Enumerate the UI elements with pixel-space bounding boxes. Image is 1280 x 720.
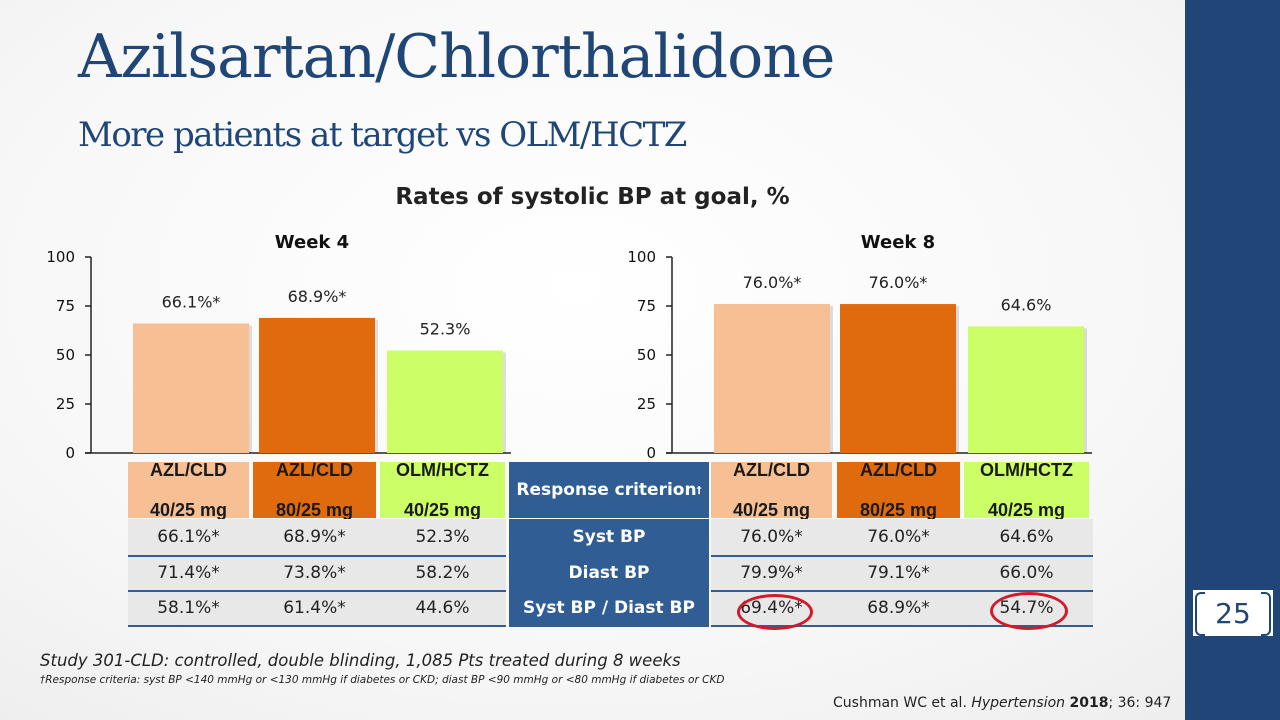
data-label: 68.9%* — [288, 287, 347, 306]
column-header-line: AZL/CLD — [150, 460, 227, 480]
page-number-box: 25 — [1193, 590, 1273, 636]
table-cell: 64.6% — [999, 527, 1054, 547]
y-tick-label: 25 — [637, 395, 656, 413]
reference: Cushman WC et al. Hypertension 2018; 36:… — [833, 695, 1171, 711]
row-divider — [128, 555, 506, 557]
page-number: 25 — [1215, 597, 1251, 630]
y-tick-label: 100 — [46, 248, 75, 266]
column-header-line: 40/25 mg — [987, 500, 1066, 520]
data-label: 66.1%* — [162, 292, 221, 311]
table-cell: 68.9%* — [283, 527, 346, 547]
slide-subtitle: More patients at target vs OLM/HCTZ — [78, 115, 687, 155]
bar — [133, 323, 249, 453]
table-cell: 79.1%* — [867, 563, 930, 583]
y-tick-label: 25 — [56, 395, 75, 413]
bar — [968, 326, 1084, 453]
column-header: AZL/CLD 40/25 mg — [711, 460, 832, 520]
data-label: 76.0%* — [869, 273, 928, 292]
y-tick-label: 75 — [637, 297, 656, 315]
table-body-background — [128, 519, 506, 627]
table-cell: 79.9%* — [740, 563, 803, 583]
ref-journal: Hypertension — [971, 695, 1066, 711]
y-tick-label: 0 — [646, 444, 656, 462]
column-header: AZL/CLD 80/25 mg — [253, 460, 376, 520]
row-divider — [711, 625, 1093, 627]
table-cell: 76.0%* — [740, 527, 803, 547]
highlight-circle — [990, 592, 1068, 630]
y-tick-label: 0 — [65, 444, 75, 462]
column-header-line: OLM/HCTZ — [980, 460, 1073, 480]
chart-title: Week 8 — [861, 232, 935, 253]
response-criteria-footnote: †Response criteria: syst BP <140 mmHg or… — [40, 674, 725, 686]
column-header: OLM/HCTZ 40/25 mg — [964, 460, 1089, 520]
row-divider — [711, 590, 1093, 592]
column-header: AZL/CLD 40/25 mg — [128, 460, 249, 520]
criterion-cell: Syst BP / Diast BP — [509, 590, 709, 626]
table-cell: 66.1%* — [157, 527, 220, 547]
data-label: 52.3% — [420, 319, 471, 338]
bar-charts: Week 4 0 25 50 75 100 66.1%* 68.9%* 52.3% Week 8 0… — [46, 232, 1092, 462]
column-header-line: AZL/CLD — [276, 460, 353, 480]
left-bracket-icon — [1195, 592, 1205, 636]
data-label: 64.6% — [1001, 295, 1052, 314]
column-header-line: OLM/HCTZ — [396, 460, 489, 480]
y-tick-label: 75 — [56, 297, 75, 315]
column-header-line: 40/25 mg — [732, 500, 811, 520]
y-tick-label: 100 — [627, 248, 656, 266]
column-header-line: 40/25 mg — [149, 500, 228, 520]
slide-title: Azilsartan/Chlorthalidone — [78, 22, 835, 92]
column-header-line: AZL/CLD — [733, 460, 810, 480]
column-header-line: 40/25 mg — [403, 500, 482, 520]
ref-rest: ; 36: 947 — [1108, 695, 1172, 711]
table-cell: 76.0%* — [867, 527, 930, 547]
bar — [714, 304, 830, 453]
table-cell: 44.6% — [415, 598, 470, 618]
column-header-line: 80/25 mg — [275, 500, 354, 520]
ref-year: 2018 — [1069, 695, 1109, 711]
highlight-circle — [737, 594, 813, 630]
table-cell: 73.8%* — [283, 563, 346, 583]
study-description: Study 301-CLD: controlled, double blindi… — [40, 651, 681, 670]
column-header: AZL/CLD 80/25 mg — [837, 460, 960, 520]
row-divider — [128, 625, 506, 627]
right-bracket-icon — [1261, 592, 1271, 636]
criterion-cell: Diast BP — [509, 555, 709, 591]
y-tick-label: 50 — [56, 346, 75, 364]
table-cell: 71.4%* — [157, 563, 220, 583]
row-divider — [711, 555, 1093, 557]
column-header: OLM/HCTZ 40/25 mg — [380, 460, 505, 520]
table-cell: 66.0% — [999, 563, 1054, 583]
row-divider — [128, 590, 506, 592]
criterion-cell: Syst BP — [509, 519, 709, 555]
bar — [387, 350, 503, 453]
table-cell: 58.1%* — [157, 598, 220, 618]
criterion-header-label: Response criterion — [516, 480, 697, 500]
table-cell: 58.2% — [415, 563, 470, 583]
chart-title: Week 4 — [275, 232, 349, 253]
y-tick-label: 50 — [637, 346, 656, 364]
table-cell: 61.4%* — [283, 598, 346, 618]
column-header-line: 80/25 mg — [859, 500, 938, 520]
table-cell: 68.9%* — [867, 598, 930, 618]
ref-authors: Cushman WC et al. — [833, 695, 972, 711]
criterion-header-mark: † — [696, 484, 702, 496]
column-header-line: AZL/CLD — [860, 460, 937, 480]
bar — [840, 304, 956, 453]
chart-heading: Rates of systolic BP at goal, % — [395, 184, 790, 210]
criterion-header: Response criterion † — [509, 462, 709, 518]
data-label: 76.0%* — [743, 273, 802, 292]
bar — [259, 317, 375, 453]
table-cell: 52.3% — [415, 527, 470, 547]
